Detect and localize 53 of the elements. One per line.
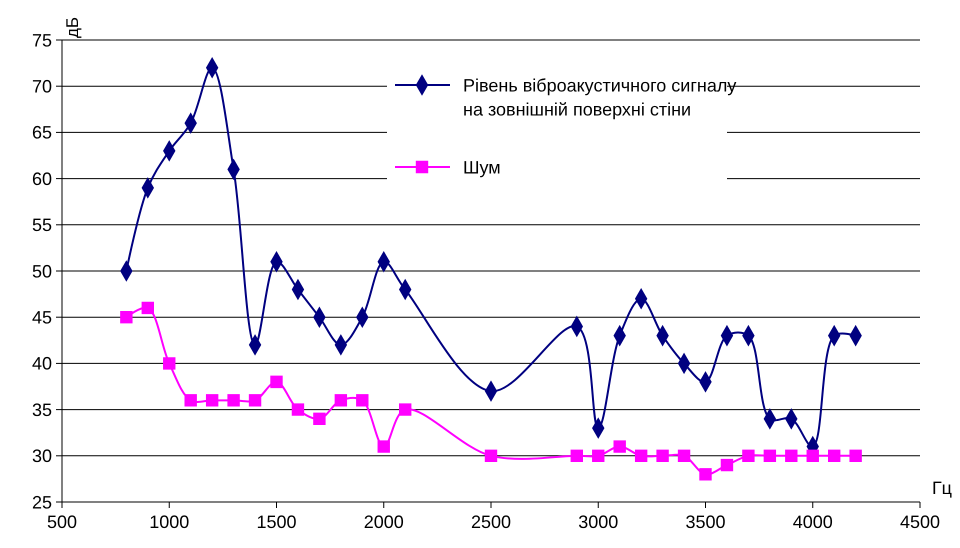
y-tick-label: 65	[32, 122, 52, 143]
point	[614, 440, 626, 453]
point	[163, 357, 176, 370]
y-tick-label: 50	[32, 261, 52, 282]
x-tick-label: 4500	[900, 512, 940, 532]
x-tick-label: 4000	[792, 512, 833, 532]
y-tick-label: 70	[32, 76, 52, 96]
point	[120, 311, 133, 324]
point	[720, 458, 734, 472]
point	[270, 376, 283, 388]
y-tick-label: 30	[32, 446, 52, 466]
y-tick-label: 55	[32, 215, 52, 236]
x-tick-label: 3000	[578, 512, 618, 532]
point	[184, 394, 197, 407]
x-tick-label: 1500	[256, 512, 297, 532]
y-tick-label: 75	[32, 30, 52, 50]
point	[206, 394, 218, 407]
point	[592, 450, 604, 462]
point	[699, 468, 712, 480]
point	[313, 412, 326, 426]
x-tick-label: 2000	[364, 512, 404, 532]
y-tick-label: 40	[32, 354, 52, 374]
y-tick-label: 60	[32, 168, 52, 189]
x-tick-label: 3500	[685, 512, 726, 532]
point	[399, 403, 412, 416]
legend-label: Шум	[463, 157, 501, 178]
point	[656, 450, 669, 462]
point	[828, 450, 840, 462]
y-axis-title: дБ	[63, 16, 82, 38]
point	[292, 403, 304, 416]
point	[849, 450, 862, 462]
x-tick-label: 500	[46, 512, 78, 532]
x-tick-label: 1000	[149, 512, 190, 532]
point	[356, 394, 368, 407]
y-tick-label: 25	[32, 492, 52, 512]
point	[634, 450, 648, 462]
point	[785, 450, 798, 462]
y-tick-label: 45	[32, 308, 52, 328]
point	[742, 450, 755, 462]
point	[334, 394, 348, 407]
point	[806, 450, 819, 462]
point	[484, 450, 498, 462]
point	[248, 394, 262, 407]
point	[142, 302, 154, 314]
x-axis-title: Гц	[932, 478, 952, 498]
x-tick-label: 2500	[470, 512, 512, 532]
y-tick-label: 35	[32, 400, 52, 420]
point	[764, 450, 776, 462]
point	[227, 394, 240, 407]
legend-label: Рівень віброакустичного сигналу на зовнішній поверхні стіни	[463, 75, 736, 120]
point	[570, 450, 583, 462]
point	[378, 440, 390, 453]
point	[678, 450, 690, 462]
